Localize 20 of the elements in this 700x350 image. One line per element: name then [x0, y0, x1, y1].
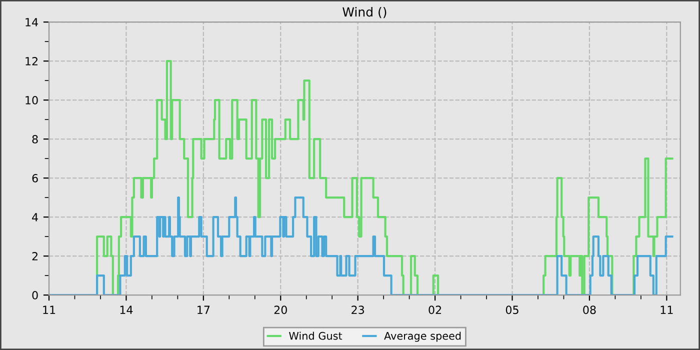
y-tick-label: 0 — [32, 291, 38, 300]
x-tick-label: 17 — [198, 306, 210, 314]
x-tick-label: 02 — [428, 306, 442, 314]
y-tick-label: 14 — [26, 18, 38, 26]
x-tick-label: 23 — [352, 306, 364, 314]
y-tick-label: 4 — [32, 213, 38, 222]
legend-label: Wind Gust — [289, 332, 342, 340]
x-tick-label: 14 — [120, 306, 133, 314]
legend-label: Average speed — [384, 332, 461, 342]
x-tick-label: 08 — [583, 306, 596, 314]
x-tick-label: 11 — [43, 306, 56, 314]
y-tick-label: 2 — [32, 252, 38, 260]
y-tick-label: 6 — [32, 174, 38, 182]
chart-title: Wind () — [342, 6, 386, 18]
y-tick-label: 10 — [26, 96, 38, 104]
y-tick-label: 8 — [32, 135, 38, 144]
x-tick-label: 20 — [274, 306, 287, 314]
y-tick-label: 12 — [26, 57, 38, 66]
x-tick-label: 05 — [506, 306, 518, 314]
x-tick-label: 11 — [660, 306, 673, 314]
